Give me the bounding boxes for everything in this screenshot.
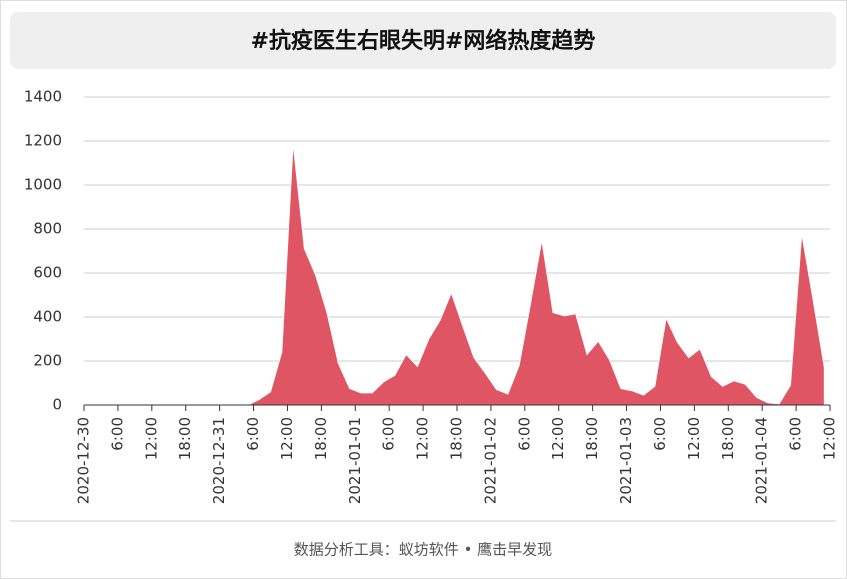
x-tick-label: 6:00 [651,417,669,451]
y-tick-label: 200 [33,352,62,370]
x-tick-label: 2021-01-03 [617,417,635,504]
x-tick-label: 6:00 [787,417,805,451]
chart-title: #抗疫医生右眼失明#网络热度趋势 [251,28,596,54]
x-tick-label: 12:00 [278,417,296,460]
x-tick-label: 12:00 [685,417,703,460]
x-tick-label: 2020-12-31 [210,417,228,504]
x-tick-label: 2021-01-01 [346,417,364,504]
y-tick-label: 400 [33,308,62,326]
x-tick-label: 6:00 [515,417,533,451]
x-tick-label: 18:00 [719,417,737,460]
x-tick-label: 12:00 [821,417,839,460]
y-tick-label: 1000 [24,176,62,194]
y-tick-label: 800 [33,220,62,238]
x-tick-label: 18:00 [583,417,601,460]
x-tick-label: 2021-01-02 [481,417,499,504]
y-tick-label: 1200 [24,132,62,150]
y-tick-label: 600 [33,264,62,282]
footer: 数据分析工具：蚁坊软件 • 鹰击早发现 [294,541,552,559]
x-tick-label: 18:00 [176,417,194,460]
x-tick-label: 6:00 [244,417,262,451]
x-tick-label: 6:00 [380,417,398,451]
x-tick-label: 12:00 [414,417,432,460]
x-tick-label: 18:00 [448,417,466,460]
title-box [10,12,836,69]
y-tick-label: 1400 [24,88,62,106]
x-tick-label: 6:00 [108,417,126,451]
x-tick-label: 12:00 [549,417,567,460]
x-tick-label: 2020-12-30 [75,417,93,504]
x-tick-label: 2021-01-04 [753,417,771,504]
x-tick-label: 18:00 [312,417,330,460]
x-tick-label: 12:00 [142,417,160,460]
y-tick-label: 0 [52,396,62,414]
